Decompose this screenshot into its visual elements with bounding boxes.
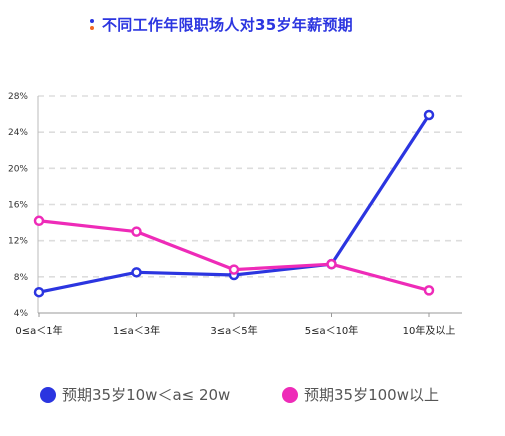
chart-title: 不同工作年限职场人对35岁年薪预期	[88, 14, 353, 35]
data-point	[326, 258, 337, 270]
data-point	[423, 285, 435, 296]
x-tick-label: 10年及以上	[403, 324, 456, 337]
title-marker-icon	[88, 18, 96, 32]
legend-label-series-2: 预期35岁100w以上	[304, 386, 439, 404]
legend-item-series-1[interactable]: 预期35岁10w＜a≤ 20w	[40, 384, 230, 405]
data-point	[33, 286, 45, 298]
x-tick-label: 5≤a＜10年	[305, 324, 359, 337]
data-point	[33, 215, 45, 227]
legend-swatch-series-2	[282, 386, 298, 403]
y-tick-label: 28%	[8, 92, 28, 102]
y-tick-label: 4%	[14, 309, 29, 319]
x-tick-label: 1≤a＜3年	[113, 324, 160, 337]
chart-title-text: 不同工作年限职场人对35岁年薪预期	[102, 16, 353, 34]
legend-label-series-1: 预期35岁10w＜a≤ 20w	[62, 386, 231, 404]
x-tick-label: 3≤a＜5年	[210, 324, 257, 337]
data-point	[131, 226, 142, 237]
data-point	[131, 267, 142, 278]
x-tick-label: 0≤a＜1年	[15, 324, 62, 337]
y-tick-label: 24%	[8, 128, 28, 138]
y-tick-label: 8%	[14, 273, 29, 283]
data-point	[423, 109, 435, 121]
y-tick-label: 16%	[8, 201, 28, 211]
data-point	[228, 264, 240, 275]
legend-item-series-2[interactable]: 预期35岁100w以上	[282, 384, 439, 405]
y-tick-label: 20%	[8, 164, 28, 174]
legend-swatch-series-1	[40, 386, 56, 403]
y-tick-label: 12%	[8, 237, 28, 247]
